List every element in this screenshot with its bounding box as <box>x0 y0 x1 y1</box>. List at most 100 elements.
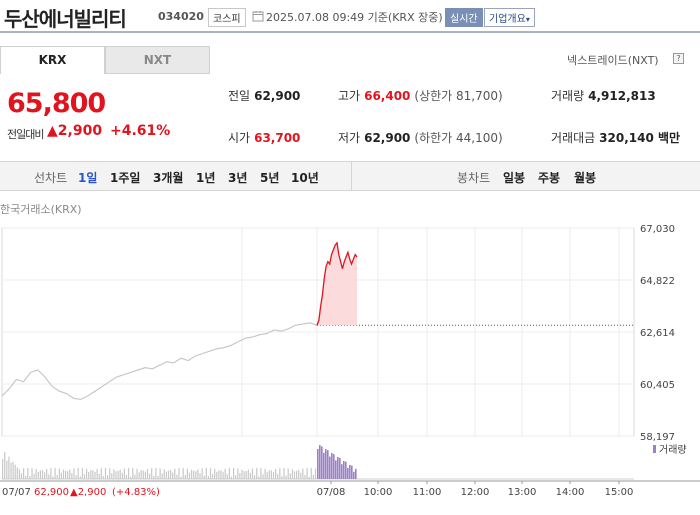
volume-bar-prev <box>130 476 132 479</box>
volume-bar-prev <box>86 468 88 479</box>
volume-bar-prev <box>170 469 172 479</box>
volume-bar-prev <box>237 468 239 479</box>
volume-bar-prev <box>174 468 176 479</box>
stat-open-label: 시가 <box>228 131 251 145</box>
volume-bar-today <box>349 464 351 479</box>
volume-bar-prev <box>293 471 296 479</box>
volume-bar-prev <box>146 469 149 479</box>
stat-prev: 전일 62,900 <box>228 87 300 104</box>
stat-amount: 거래대금 320,140 백만 <box>551 129 680 146</box>
volume-bar-prev <box>272 471 275 479</box>
prev-close-label: 62,900 <box>34 487 69 498</box>
period-3m[interactable]: 3개월 <box>153 171 184 185</box>
volume-bar-prev <box>81 468 83 479</box>
line-chart-label: 선차트 <box>34 171 68 185</box>
volume-bar-prev <box>277 473 279 479</box>
volume-bar-prev <box>25 475 27 479</box>
chevron-down-icon: ▾ <box>525 15 530 24</box>
tab-nxt[interactable]: NXT <box>105 46 210 74</box>
period-1d[interactable]: 1일 <box>78 171 98 185</box>
volume-bar-prev <box>239 472 241 479</box>
exchange-label: 한국거래소(KRX) <box>0 203 82 216</box>
volume-bar-prev <box>134 474 136 479</box>
realtime-badge[interactable]: 실시간 <box>445 8 483 27</box>
volume-bar-prev <box>104 468 107 479</box>
period-3y[interactable]: 3년 <box>228 171 248 185</box>
period-separator <box>351 162 352 190</box>
volume-bar-prev <box>41 470 44 479</box>
y-tick-label: 60,405 <box>640 380 675 391</box>
period-1w[interactable]: 1주일 <box>110 171 141 185</box>
volume-bar-prev <box>275 469 277 479</box>
volume-bar-prev <box>186 468 188 479</box>
stat-high-sub: (상한가 81,700) <box>414 89 503 103</box>
volume-bar-prev <box>172 472 174 479</box>
candle-daily[interactable]: 일봉 <box>503 171 526 185</box>
volume-bar-prev <box>224 468 226 479</box>
volume-bar-prev <box>6 460 8 479</box>
volume-bar-prev <box>230 476 233 479</box>
company-overview-button[interactable]: 기업개요▾ <box>484 8 535 27</box>
volume-bar-prev <box>100 468 102 479</box>
volume-legend-swatch <box>653 445 656 453</box>
help-icon[interactable]: ? <box>673 53 684 64</box>
candle-monthly[interactable]: 월봉 <box>574 171 597 185</box>
volume-bar-prev <box>125 474 128 479</box>
volume-bar-prev <box>65 470 67 479</box>
volume-bar-prev <box>83 474 86 479</box>
volume-bar-prev <box>16 467 18 479</box>
stat-amount-value: 320,140 백만 <box>599 131 681 145</box>
volume-bar-today <box>323 452 325 479</box>
candle-weekly[interactable]: 주봉 <box>538 171 561 185</box>
x-tick-label: 10:00 <box>364 487 393 498</box>
stat-open: 시가 63,700 <box>228 129 300 146</box>
volume-bar-today <box>319 445 321 479</box>
volume-bar-prev <box>35 469 37 479</box>
volume-bar-prev <box>201 468 203 479</box>
volume-bar-prev <box>180 476 182 479</box>
volume-bar-today <box>339 457 341 479</box>
period-10y[interactable]: 10년 <box>291 171 319 185</box>
volume-bar-prev <box>308 476 310 479</box>
volume-bar-today <box>351 465 353 479</box>
volume-bar-prev <box>182 468 184 479</box>
volume-bar-prev <box>188 472 191 479</box>
volume-bar-prev <box>268 470 270 479</box>
volume-bar-prev <box>214 469 216 479</box>
volume-bar-prev <box>113 469 115 479</box>
volume-bar-prev <box>39 470 41 479</box>
volume-bar-prev <box>207 476 209 479</box>
volume-bar-prev <box>306 468 308 479</box>
volume-bar-prev <box>176 474 178 479</box>
volume-bar-today <box>345 461 347 479</box>
period-5y[interactable]: 5년 <box>260 171 280 185</box>
volume-bar-prev <box>296 470 298 479</box>
stat-prev-value: 62,900 <box>254 89 301 103</box>
volume-bar-prev <box>37 471 39 479</box>
volume-bar-prev <box>136 468 138 479</box>
stat-open-value: 63,700 <box>254 131 301 145</box>
volume-bar-prev <box>165 471 167 479</box>
up-triangle-icon: ▲ <box>47 123 58 139</box>
tab-krx[interactable]: KRX <box>0 46 105 74</box>
volume-bar-prev <box>94 471 96 479</box>
volume-bar-prev <box>73 468 75 479</box>
volume-bar-prev <box>281 476 283 479</box>
volume-bar-prev <box>195 471 197 479</box>
volume-bar-prev <box>88 472 90 479</box>
volume-bar-prev <box>77 468 79 479</box>
volume-bar-prev <box>10 462 12 479</box>
volume-bar-prev <box>249 472 251 479</box>
x-tick-label: 12:00 <box>461 487 490 498</box>
volume-bar-prev <box>258 476 260 479</box>
volume-bar-prev <box>48 474 50 479</box>
volume-bar-prev <box>270 470 272 479</box>
period-1y[interactable]: 1년 <box>196 171 216 185</box>
stat-low: 저가 62,900 (하한가 44,100) <box>338 129 503 146</box>
volume-bar-today <box>337 456 339 479</box>
today-line <box>316 241 358 326</box>
volume-bar-prev <box>178 468 180 479</box>
volume-bar-today <box>331 453 333 479</box>
volume-bar-today <box>343 460 345 479</box>
